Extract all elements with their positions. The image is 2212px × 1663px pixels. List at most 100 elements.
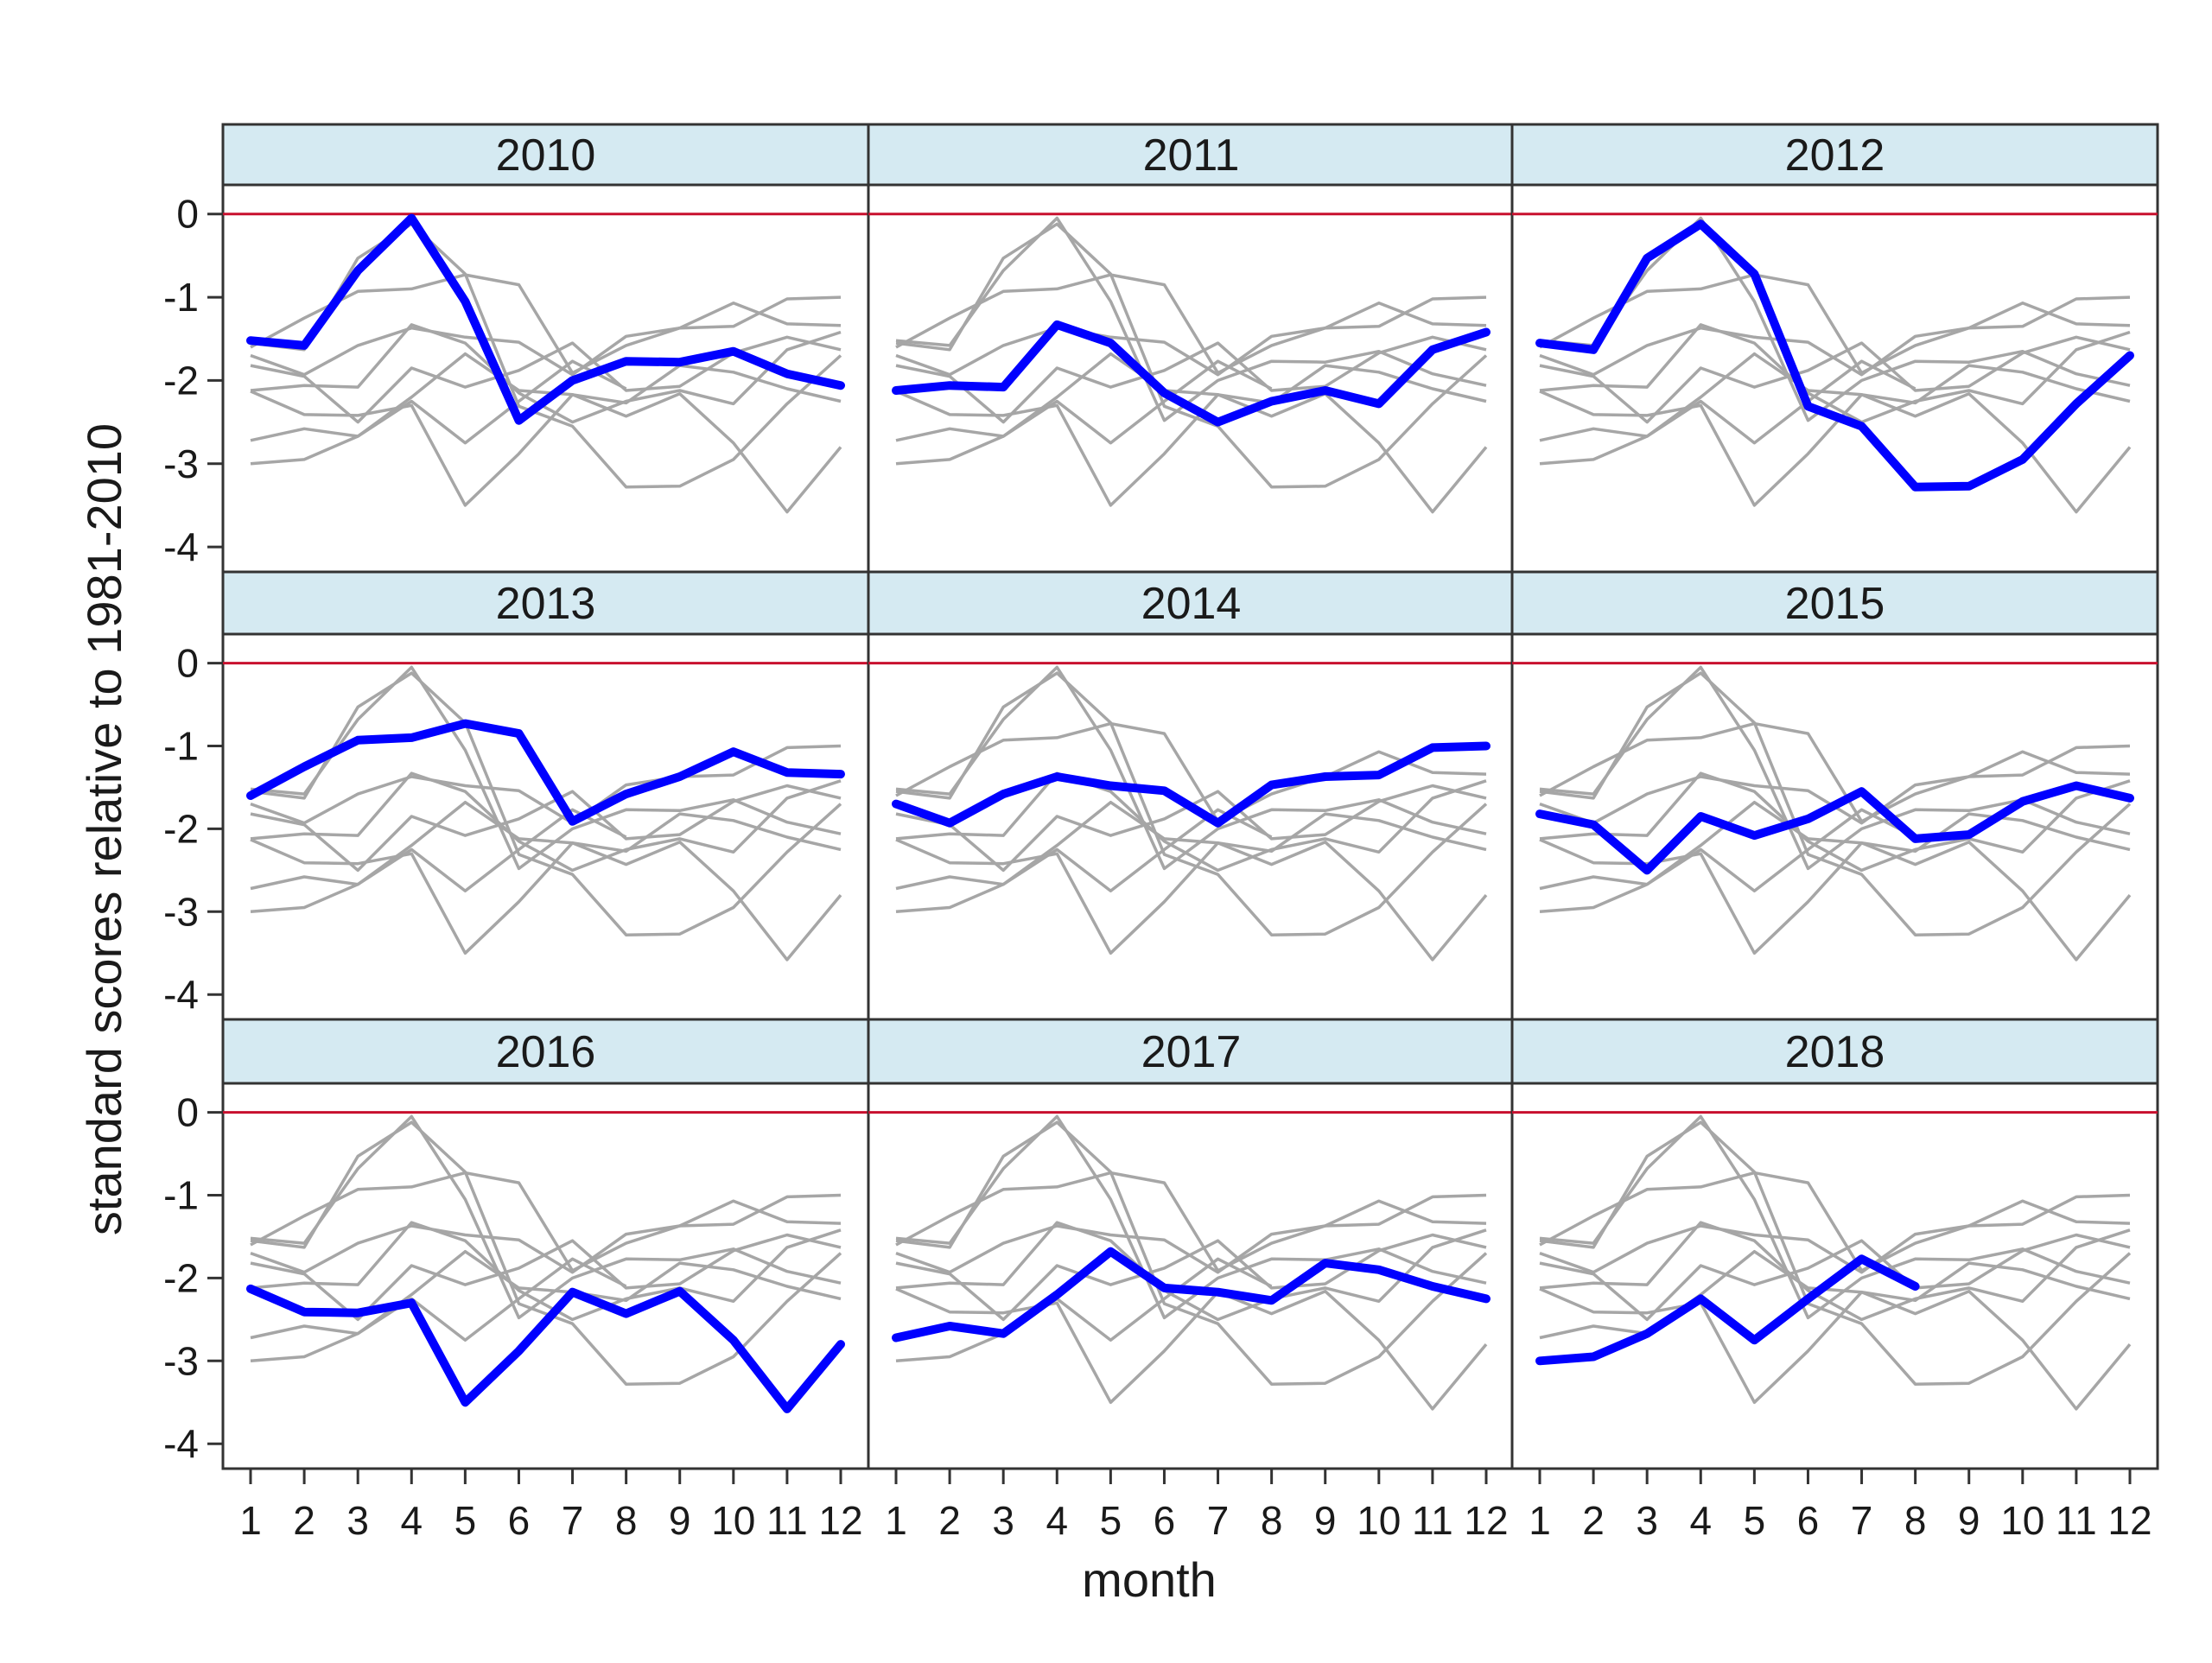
x-tick-label: 6 <box>1154 1498 1176 1543</box>
background-series-2016 <box>895 838 1488 962</box>
x-axis-title: month <box>1082 1552 1217 1607</box>
panel-strip-label: 2017 <box>1141 1027 1242 1077</box>
panel-frame <box>867 1082 1516 1470</box>
background-series-2013 <box>895 721 1487 823</box>
background-series-2017 <box>250 1249 842 1340</box>
background-series-2011 <box>1539 771 2131 873</box>
background-series-2017 <box>895 800 1487 891</box>
panel-strip-label: 2016 <box>496 1027 596 1077</box>
background-series-2011 <box>895 771 1487 873</box>
x-tick-label: 4 <box>400 1498 423 1543</box>
highlight-series-2015 <box>1535 781 2134 875</box>
highlight-series-2018 <box>1535 1254 1920 1366</box>
x-tick-label: 6 <box>1797 1498 1820 1543</box>
panel-frame <box>221 1082 870 1470</box>
panel-strip-label: 2011 <box>1143 130 1240 181</box>
panel-2011: 2011 <box>867 123 1516 574</box>
background-series-2012 <box>895 1120 1488 1386</box>
x-tick-label: 8 <box>1261 1498 1283 1543</box>
background-series-2012 <box>250 222 842 489</box>
x-tick-label: 9 <box>669 1498 691 1543</box>
background-series-2012 <box>895 671 1488 936</box>
x-tick-label: 11 <box>1412 1498 1453 1543</box>
highlight-series-2013 <box>246 719 845 826</box>
background-series-2018 <box>895 359 1273 466</box>
background-series-2010 <box>1539 1114 2131 1320</box>
background-series-2010 <box>1539 216 2131 422</box>
background-series-2012 <box>250 671 842 936</box>
background-series-2010 <box>250 1114 842 1320</box>
background-series-2013 <box>895 1171 1487 1273</box>
y-tick-label: -3 <box>163 1338 199 1383</box>
x-tick-label: 5 <box>1744 1498 1766 1543</box>
highlight-series-2016 <box>246 1284 845 1413</box>
y-tick-label: -2 <box>163 358 199 403</box>
x-tick-label: 7 <box>1851 1498 1873 1543</box>
panel-2016: 2016 <box>221 1018 870 1470</box>
background-series-2012 <box>1539 1120 2132 1386</box>
x-tick-label: 10 <box>711 1498 755 1543</box>
background-series-2017 <box>1539 352 2131 442</box>
background-series-2011 <box>250 771 842 873</box>
background-series-2018 <box>895 1257 1273 1363</box>
panel-2010: 2010 <box>221 123 870 574</box>
background-series-2016 <box>250 390 842 514</box>
background-series-2011 <box>250 1221 842 1322</box>
x-tick-label: 7 <box>562 1498 584 1543</box>
background-series-2013 <box>250 273 842 375</box>
y-tick-label: -3 <box>163 441 199 486</box>
y-tick-label: -4 <box>163 1421 199 1466</box>
background-series-2011 <box>895 1221 1487 1322</box>
panel-strip <box>221 123 870 187</box>
background-series-2016 <box>250 838 842 962</box>
axes-layer: 0-1-2-3-40-1-2-3-40-1-2-3-41 2 3 4 5 6 7 8 9 10 11… <box>163 192 2152 1543</box>
background-series-2016 <box>1539 1287 2132 1411</box>
x-tick-label: 4 <box>1046 1498 1068 1543</box>
x-tick-label: 10 <box>2000 1498 2044 1543</box>
y-tick-label: 0 <box>176 192 199 237</box>
x-tick-label: 5 <box>1100 1498 1122 1543</box>
background-series-2017 <box>250 800 842 891</box>
background-series-2018 <box>1539 359 1916 466</box>
background-series-2012 <box>1539 671 2132 936</box>
y-tick-label: -2 <box>163 806 199 851</box>
background-series-2017 <box>250 352 842 442</box>
y-tick-label: -2 <box>163 1255 199 1300</box>
panel-strip-label: 2013 <box>496 579 596 629</box>
panel-2013: 2013 <box>221 570 870 1021</box>
y-tick-label: -1 <box>163 1172 199 1217</box>
panel-strip-label: 2015 <box>1785 579 1885 629</box>
x-tick-label: 2 <box>1582 1498 1605 1543</box>
panel-frame <box>1510 183 2159 574</box>
background-series-2010 <box>895 216 1487 422</box>
highlight-series-2011 <box>892 320 1491 427</box>
background-series-2018 <box>250 808 627 914</box>
panel-strip-label: 2014 <box>1141 579 1242 629</box>
x-tick-label: 3 <box>346 1498 369 1543</box>
background-series-2013 <box>250 1171 842 1273</box>
panel-strip <box>1510 570 2159 636</box>
panel-strip <box>1510 1018 2159 1085</box>
panel-2012: 2012 <box>1510 123 2159 574</box>
background-series-2010 <box>895 665 1487 871</box>
background-series-2011 <box>1539 323 2131 424</box>
panel-2017: 2017 <box>867 1018 1516 1470</box>
background-series-2018 <box>1539 808 1916 914</box>
x-tick-label: 2 <box>938 1498 961 1543</box>
background-series-2013 <box>1539 1171 2131 1273</box>
panel-frame <box>867 632 1516 1021</box>
background-series-2018 <box>250 359 627 466</box>
y-tick-label: 0 <box>176 1090 199 1135</box>
x-tick-label: 12 <box>2107 1498 2152 1543</box>
x-tick-label: 3 <box>1636 1498 1658 1543</box>
highlight-series-2014 <box>892 741 1491 828</box>
background-series-2017 <box>895 352 1487 442</box>
panel-frame <box>867 183 1516 574</box>
background-series-2013 <box>895 273 1487 375</box>
panels-layer: 2010 2011 2012 2013 2014 2015 2016 2017 2018 <box>221 123 2159 1470</box>
background-series-2010 <box>1539 665 2131 871</box>
highlight-series-2012 <box>1535 219 2134 492</box>
x-tick-label: 11 <box>766 1498 808 1543</box>
panel-frame <box>221 183 870 574</box>
